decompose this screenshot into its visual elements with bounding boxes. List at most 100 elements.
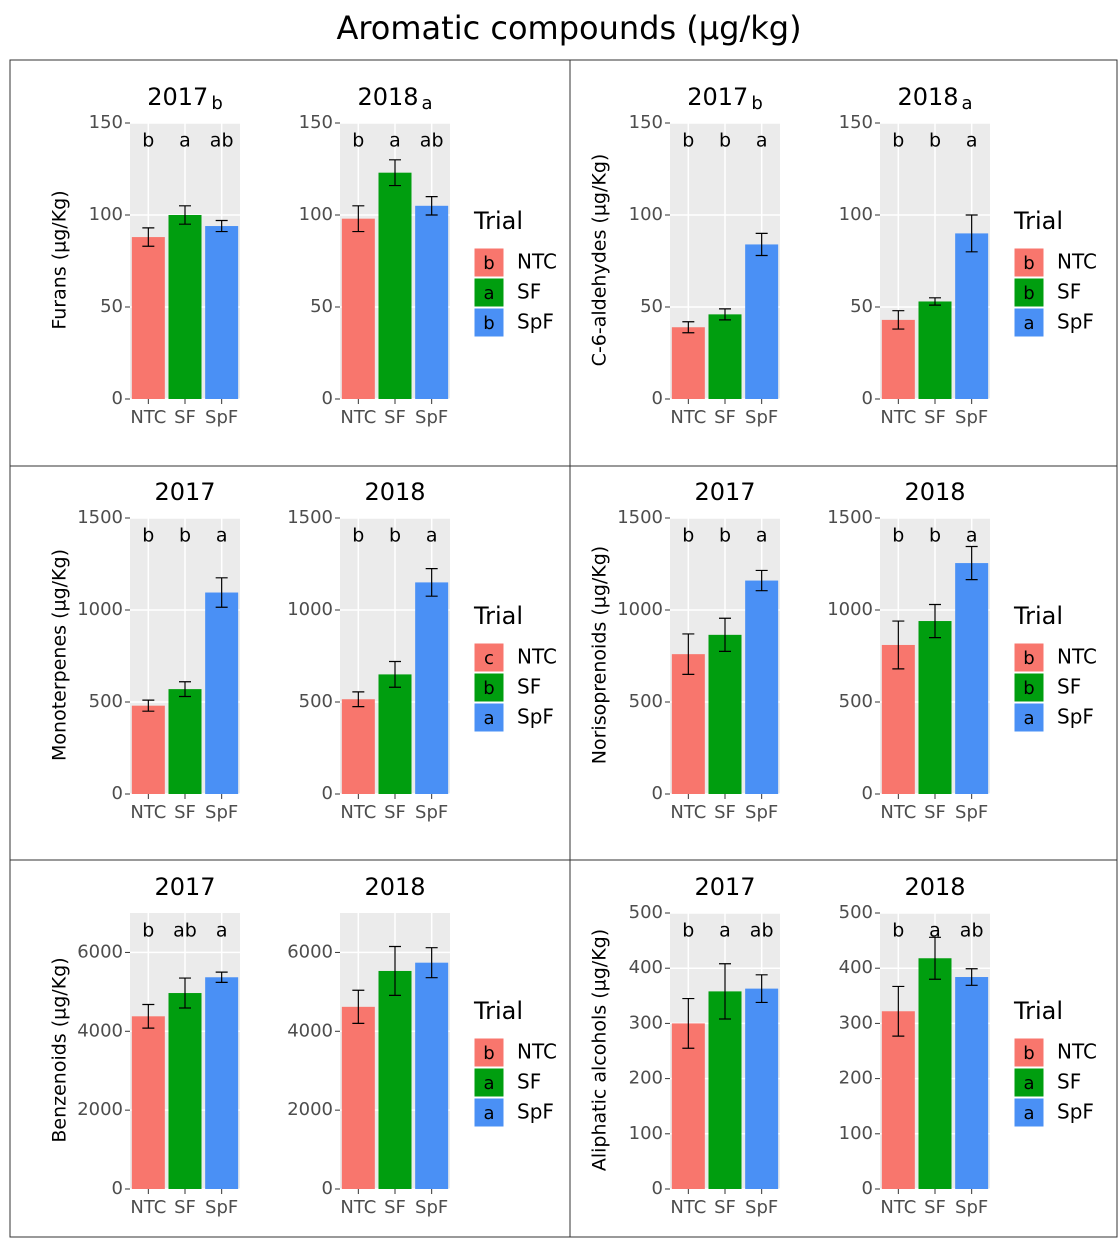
- x-tick-label: SF: [174, 802, 196, 823]
- legend-label: SpF: [517, 310, 554, 334]
- bar: [708, 991, 742, 1189]
- y-tick-label: 200: [629, 1068, 663, 1089]
- legend-letter: b: [483, 678, 494, 699]
- y-tick-label: 0: [112, 783, 123, 804]
- y-axis-label: Aliphatic alcohols (µg/Kg): [589, 929, 611, 1171]
- bar: [168, 689, 202, 794]
- legend-title: Trial: [1013, 602, 1063, 630]
- legend-title: Trial: [1013, 997, 1063, 1025]
- bar: [131, 705, 165, 794]
- significance-letter: a: [966, 525, 978, 547]
- legend-swatch: [473, 672, 505, 703]
- x-tick-label: NTC: [670, 802, 706, 823]
- y-tick-label: 0: [862, 783, 873, 804]
- significance-letter: b: [719, 130, 731, 152]
- y-tick-label: 500: [89, 691, 123, 712]
- legend-label: NTC: [517, 250, 557, 274]
- error-bar: [215, 971, 228, 983]
- facet-title-note: b: [211, 93, 222, 114]
- error-bar: [719, 308, 731, 321]
- x-tick-label: SpF: [415, 1197, 448, 1218]
- y-tick-label: 500: [839, 691, 873, 712]
- significance-letter: b: [892, 130, 904, 152]
- x-tick-label: SF: [714, 1197, 736, 1218]
- bar: [378, 172, 412, 399]
- bar: [671, 1023, 705, 1189]
- bar: [918, 301, 952, 399]
- legend-swatch: [1013, 672, 1045, 703]
- bar: [955, 233, 989, 399]
- significance-letter: b: [352, 130, 364, 152]
- y-tick-label: 0: [652, 783, 663, 804]
- error-bar: [682, 321, 695, 334]
- significance-letter: b: [179, 525, 191, 547]
- x-tick-label: NTC: [130, 802, 166, 823]
- legend-swatch: [1013, 1097, 1045, 1128]
- y-tick-label: 0: [112, 388, 123, 409]
- bar: [378, 674, 412, 794]
- y-tick-label: 150: [299, 112, 333, 133]
- y-tick-label: 0: [862, 1178, 873, 1199]
- facet-title: 2018 a: [357, 83, 432, 114]
- error-bar: [352, 989, 365, 1024]
- x-tick-label: SF: [174, 407, 196, 428]
- x-tick-label: SpF: [415, 407, 448, 428]
- legend-letter: b: [1023, 648, 1034, 669]
- y-tick-label: 50: [850, 296, 873, 317]
- x-tick-label: SpF: [205, 1197, 238, 1218]
- significance-letter: b: [389, 525, 401, 547]
- significance-letter: a: [179, 130, 191, 152]
- x-tick-label: NTC: [340, 1197, 376, 1218]
- bar: [205, 226, 239, 399]
- significance-letter: a: [389, 130, 401, 152]
- significance-letter: ab: [960, 920, 984, 942]
- y-tick-label: 100: [299, 204, 333, 225]
- y-tick-label: 100: [629, 204, 663, 225]
- x-tick-label: SpF: [205, 802, 238, 823]
- legend-swatch: [1013, 642, 1045, 673]
- error-bar: [389, 945, 401, 997]
- x-tick-label: NTC: [880, 802, 916, 823]
- y-tick-label: 1000: [77, 599, 123, 620]
- error-bar: [425, 196, 438, 216]
- legend-label: SpF: [1057, 310, 1094, 334]
- legend-letter: a: [1023, 313, 1034, 334]
- x-tick-label: NTC: [880, 1197, 916, 1218]
- legend-title: Trial: [473, 207, 523, 235]
- significance-letter: b: [892, 920, 904, 942]
- y-tick-label: 0: [652, 1178, 663, 1199]
- error-bar: [719, 963, 731, 1020]
- legend-swatch: [1013, 277, 1045, 308]
- legend-letter: b: [483, 1043, 494, 1064]
- bar: [415, 205, 449, 399]
- facet-title-text: 2017: [154, 873, 215, 901]
- facet-title: 2018: [904, 873, 965, 901]
- x-tick-label: SpF: [745, 407, 778, 428]
- x-tick-label: SF: [924, 407, 946, 428]
- significance-letter: a: [426, 525, 438, 547]
- x-tick-label: SF: [384, 1197, 406, 1218]
- legend-label: SF: [1057, 1070, 1081, 1094]
- facet-title: 2017 b: [147, 83, 223, 114]
- legend-letter: a: [483, 283, 494, 304]
- significance-letter: ab: [210, 130, 234, 152]
- legend-swatch: [473, 277, 505, 308]
- y-axis-label: Benzenoids (µg/Kg): [49, 957, 71, 1142]
- legend-title: Trial: [1013, 207, 1063, 235]
- y-tick-label: 1000: [617, 599, 663, 620]
- facet-title: 2017 b: [687, 83, 763, 114]
- error-bar: [389, 660, 401, 688]
- bar: [168, 993, 202, 1189]
- error-bar: [389, 159, 401, 187]
- x-tick-label: NTC: [130, 1197, 166, 1218]
- x-tick-label: SF: [924, 1197, 946, 1218]
- x-tick-label: SF: [714, 407, 736, 428]
- legend-label: NTC: [1057, 250, 1097, 274]
- x-tick-label: SF: [714, 802, 736, 823]
- y-tick-label: 300: [629, 1012, 663, 1033]
- bar: [205, 977, 239, 1189]
- facet-title-text: 2018: [364, 873, 425, 901]
- y-tick-label: 0: [652, 388, 663, 409]
- legend-label: SF: [517, 1070, 541, 1094]
- bar: [131, 1016, 165, 1189]
